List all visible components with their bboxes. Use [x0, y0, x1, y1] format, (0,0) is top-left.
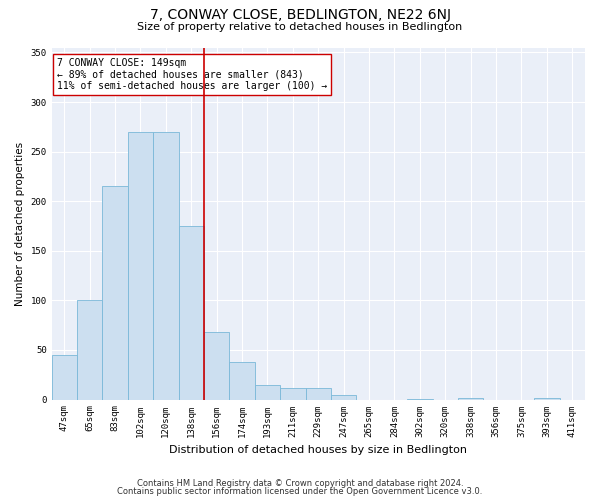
- Bar: [407, 398, 433, 400]
- Text: 7 CONWAY CLOSE: 149sqm
← 89% of detached houses are smaller (843)
11% of semi-de: 7 CONWAY CLOSE: 149sqm ← 89% of detached…: [57, 58, 327, 92]
- Bar: [204, 332, 229, 400]
- Bar: [255, 384, 280, 400]
- Bar: [77, 300, 103, 400]
- Bar: [534, 398, 560, 400]
- Bar: [305, 388, 331, 400]
- Bar: [229, 362, 255, 400]
- Bar: [280, 388, 305, 400]
- Text: 7, CONWAY CLOSE, BEDLINGTON, NE22 6NJ: 7, CONWAY CLOSE, BEDLINGTON, NE22 6NJ: [149, 8, 451, 22]
- X-axis label: Distribution of detached houses by size in Bedlington: Distribution of detached houses by size …: [169, 445, 467, 455]
- Bar: [179, 226, 204, 400]
- Text: Contains HM Land Registry data © Crown copyright and database right 2024.: Contains HM Land Registry data © Crown c…: [137, 478, 463, 488]
- Bar: [103, 186, 128, 400]
- Bar: [128, 132, 153, 400]
- Bar: [153, 132, 179, 400]
- Text: Size of property relative to detached houses in Bedlington: Size of property relative to detached ho…: [137, 22, 463, 32]
- Text: Contains public sector information licensed under the Open Government Licence v3: Contains public sector information licen…: [118, 487, 482, 496]
- Bar: [52, 355, 77, 400]
- Bar: [331, 394, 356, 400]
- Y-axis label: Number of detached properties: Number of detached properties: [15, 142, 25, 306]
- Bar: [458, 398, 484, 400]
